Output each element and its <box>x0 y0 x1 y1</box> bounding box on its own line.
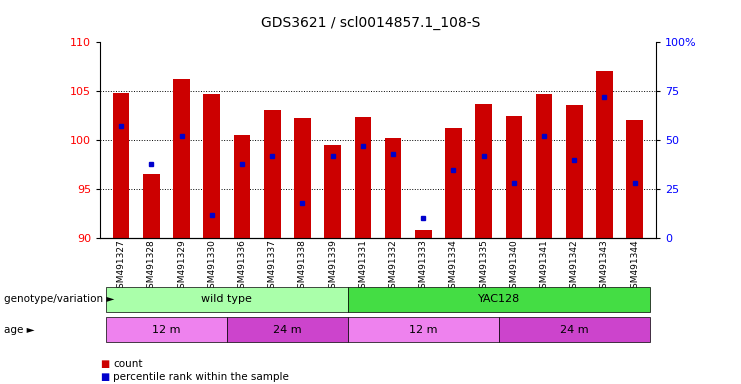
Bar <box>566 105 582 238</box>
Bar <box>445 128 462 238</box>
Text: 12 m: 12 m <box>152 325 181 335</box>
Text: count: count <box>113 359 143 369</box>
Bar <box>325 145 341 238</box>
Bar <box>113 93 130 238</box>
Bar <box>596 71 613 238</box>
Text: GDS3621 / scl0014857.1_108-S: GDS3621 / scl0014857.1_108-S <box>261 15 480 30</box>
Bar <box>173 79 190 238</box>
Text: YAC128: YAC128 <box>478 294 520 304</box>
Text: 12 m: 12 m <box>409 325 437 335</box>
Bar <box>626 119 643 238</box>
Bar <box>143 174 160 238</box>
Bar <box>415 230 431 238</box>
Bar <box>475 104 492 238</box>
Text: percentile rank within the sample: percentile rank within the sample <box>113 372 289 382</box>
Bar <box>294 118 310 238</box>
Bar <box>233 135 250 238</box>
Bar <box>264 110 281 238</box>
Bar <box>536 94 552 238</box>
Text: age ►: age ► <box>4 325 34 335</box>
Text: genotype/variation ►: genotype/variation ► <box>4 294 114 304</box>
Bar <box>106 287 348 311</box>
Bar <box>354 117 371 238</box>
Bar <box>385 138 402 238</box>
Bar <box>348 318 499 342</box>
Bar <box>348 287 650 311</box>
Bar <box>227 318 348 342</box>
Bar <box>499 318 650 342</box>
Bar <box>106 318 227 342</box>
Bar <box>505 116 522 238</box>
Text: ■: ■ <box>100 359 109 369</box>
Text: ■: ■ <box>100 372 109 382</box>
Text: 24 m: 24 m <box>560 325 588 335</box>
Text: 24 m: 24 m <box>273 325 302 335</box>
Bar <box>204 94 220 238</box>
Text: wild type: wild type <box>202 294 253 304</box>
